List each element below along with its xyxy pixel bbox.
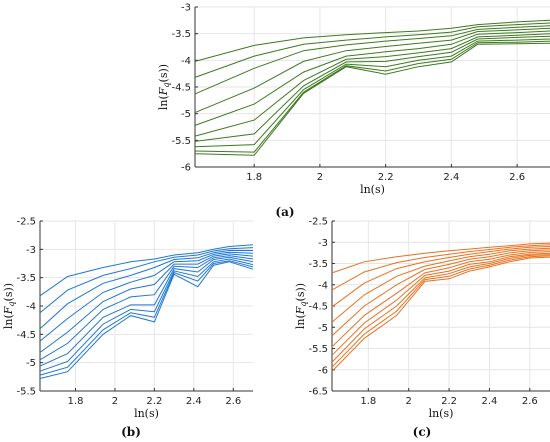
y-tick-label-c-0: -6.5 — [308, 387, 328, 398]
x-tick-label-c-4: 2.6 — [522, 396, 538, 407]
x-tick-label-a-0: 1.8 — [246, 172, 262, 183]
y-tick-label-a-3: -4.5 — [171, 83, 191, 94]
x-tick-label-a-2: 2.2 — [378, 172, 394, 183]
chart-a: 1.8 2 2.2 2.4 2.6 -6 -5.5 -5 -4.5 -4 -3.5 -3 ln(s) ln… — [157, 3, 550, 196]
y-tick-label-c-2: -5.5 — [308, 344, 328, 355]
y-tick-label-b-0: -5.5 — [16, 387, 36, 398]
x-tick-label-c-1: 2 — [406, 396, 412, 407]
series-line-b-1 — [39, 247, 254, 314]
y-tick-label-c-5: -4 — [318, 280, 328, 291]
y-tick-label-a-0: -6 — [181, 163, 191, 174]
caption-b: (b) — [121, 425, 141, 439]
series-line-b-2 — [39, 250, 253, 330]
x-tick-label-b-1: 2 — [112, 396, 118, 407]
y-tick-label-b-2: -4.5 — [16, 330, 36, 341]
y-tick-label-c-1: -6 — [318, 365, 328, 376]
series-line-b-3 — [39, 251, 254, 342]
chart-b: 1.8 2 2.2 2.4 2.6 -5.5 -5 -4.5 -4 -3.5 -3 -2.5 ln(s)… — [2, 217, 254, 420]
series-line-c-3 — [331, 247, 550, 323]
series-line-b-6 — [39, 256, 254, 367]
x-axis-label-a: ln(s) — [360, 183, 385, 196]
series-line-b-7 — [39, 258, 254, 372]
series-line-c-4 — [331, 249, 550, 337]
y-axis-label-b: ln(Fq(s)) — [2, 283, 16, 329]
chart-c: 1.8 2 2.2 2.4 2.6 -6.5 -6 -5.5 -5 -4.5 -4 -3.5 -3 -2.… — [294, 217, 550, 420]
y-tick-label-a-5: -3.5 — [171, 29, 191, 40]
series-line-b-8 — [39, 260, 254, 376]
x-tick-label-b-4: 2.6 — [225, 396, 241, 407]
series-line-a-0 — [194, 19, 550, 62]
series-line-c-0 — [331, 242, 550, 274]
series-line-a-4 — [194, 30, 550, 126]
y-axis-label-a: ln(Fq(s)) — [157, 64, 171, 110]
series-line-a-2 — [194, 25, 550, 95]
series-line-b-4 — [39, 253, 254, 353]
y-tick-label-c-8: -2.5 — [308, 217, 328, 228]
series-line-c-2 — [331, 246, 550, 308]
series-line-c-6 — [331, 252, 550, 356]
x-tick-label-b-0: 1.8 — [68, 396, 84, 407]
x-tick-label-c-2: 2.2 — [441, 396, 457, 407]
series-line-c-5 — [331, 251, 550, 348]
y-tick-label-a-1: -5.5 — [171, 136, 191, 147]
series-line-a-8 — [194, 40, 550, 153]
x-tick-label-a-1: 2 — [317, 172, 323, 183]
x-tick-label-b-2: 2.2 — [146, 396, 162, 407]
caption-c: (c) — [413, 425, 432, 439]
caption-a: (a) — [275, 205, 294, 219]
series-line-c-8 — [331, 255, 550, 368]
x-axis-label-c: ln(s) — [429, 407, 454, 420]
y-tick-label-c-4: -4.5 — [308, 302, 328, 313]
series-line-a-3 — [194, 27, 550, 114]
y-tick-label-b-3: -4 — [26, 302, 36, 313]
y-axis-label-c: ln(Fq(s)) — [294, 283, 308, 329]
series-line-a-1 — [194, 22, 550, 78]
y-tick-label-a-6: -3 — [181, 3, 191, 14]
x-tick-label-a-4: 2.6 — [509, 172, 525, 183]
series-line-c-7 — [331, 254, 550, 363]
y-tick-label-b-4: -3.5 — [16, 273, 36, 284]
y-tick-label-a-4: -4 — [181, 56, 191, 67]
y-tick-label-c-7: -3 — [318, 238, 328, 249]
y-tick-label-c-3: -5 — [318, 323, 328, 334]
y-tick-label-b-5: -3 — [26, 245, 36, 256]
series-line-c-9 — [331, 256, 550, 372]
y-tick-label-c-6: -3.5 — [308, 259, 328, 270]
x-tick-label-c-3: 2.4 — [481, 396, 497, 407]
series-line-b-5 — [39, 255, 254, 361]
series-line-a-5 — [194, 33, 550, 137]
x-tick-label-a-3: 2.4 — [443, 172, 459, 183]
y-tick-label-a-2: -5 — [181, 109, 191, 120]
x-tick-label-c-0: 1.8 — [360, 396, 376, 407]
x-axis-label-b: ln(s) — [134, 407, 159, 420]
x-tick-label-b-3: 2.4 — [186, 396, 202, 407]
series-line-a-6 — [194, 35, 550, 142]
y-tick-label-b-1: -5 — [26, 358, 36, 369]
series-line-a-7 — [194, 38, 550, 148]
y-tick-label-b-6: -2.5 — [16, 217, 36, 228]
series-line-b-0 — [39, 244, 254, 297]
series-line-a-9 — [194, 42, 550, 156]
series-line-c-1 — [331, 244, 550, 291]
series-line-b-9 — [39, 261, 254, 379]
